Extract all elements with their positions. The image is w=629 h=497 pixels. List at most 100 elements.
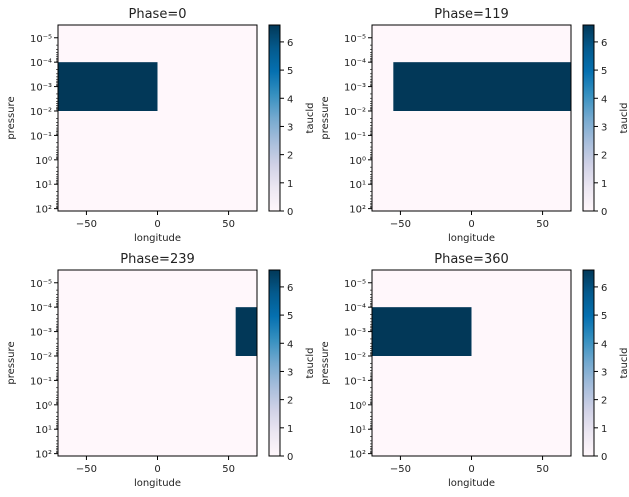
colorbar-tick-label: 5 [287, 66, 293, 77]
subplot-2: Phase=239−50 0 50longitude10⁻⁵10⁻⁴10⁻³10⁻²… [6, 252, 316, 489]
heatmap-background [372, 270, 571, 456]
colorbar-tick-label: 2 [287, 151, 293, 162]
y-tick-label: 10⁻¹ [344, 131, 366, 142]
colorbar-tick-label: 1 [601, 179, 607, 190]
y-axis-label: pressure [6, 341, 17, 384]
y-tick-label: 10¹ [349, 180, 366, 191]
colorbar-tick-label: 0 [601, 207, 607, 218]
y-tick-label: 10⁰ [35, 401, 52, 412]
colorbar-label: taucld [305, 347, 316, 378]
y-axis-label: pressure [320, 341, 331, 384]
subplot-title: Phase=119 [434, 7, 509, 22]
x-tick-label: 0 [154, 464, 160, 475]
y-tick-label: 10⁻³ [344, 328, 366, 339]
x-tick-label: 50 [536, 219, 549, 230]
y-tick-label: 10⁻¹ [30, 376, 52, 387]
x-tick-label: 50 [536, 464, 549, 475]
y-tick-label: 10⁻⁴ [344, 303, 366, 314]
colorbar-tick-label: 0 [287, 452, 293, 463]
heatmap-background [372, 25, 571, 211]
heatmap-cell [393, 62, 571, 111]
colorbar-tick-label: 6 [601, 283, 607, 294]
y-tick-label: 10¹ [35, 425, 52, 436]
subplot-title: Phase=360 [434, 252, 509, 267]
y-tick-label: 10⁻⁵ [344, 34, 366, 45]
heatmap-cell [235, 307, 257, 356]
y-tick-label: 10⁻⁴ [344, 58, 366, 69]
x-tick-label: −50 [76, 219, 97, 230]
x-tick-label: −50 [76, 464, 97, 475]
y-tick-label: 10² [349, 205, 366, 216]
subplot-0: Phase=0−50 0 50longitude10⁻⁵10⁻⁴10⁻³10⁻²10… [6, 7, 316, 244]
colorbar-label: taucld [619, 347, 629, 378]
x-tick-label: 50 [222, 219, 235, 230]
y-tick-label: 10⁰ [35, 156, 52, 167]
colorbar-tick-label: 4 [601, 339, 607, 350]
colorbar-tick-label: 5 [287, 311, 293, 322]
colorbar [268, 269, 281, 457]
y-tick-label: 10⁻² [30, 107, 52, 118]
colorbar-tick-label: 3 [601, 367, 607, 378]
y-tick-label: 10⁻³ [344, 83, 366, 94]
heatmap-background [58, 25, 257, 211]
y-tick-label: 10¹ [349, 425, 366, 436]
colorbar-tick-label: 4 [287, 339, 293, 350]
y-tick-label: 10⁰ [349, 401, 366, 412]
colorbar [582, 269, 595, 457]
colorbar-tick-label: 1 [601, 424, 607, 435]
x-axis-label: longitude [134, 233, 181, 244]
y-tick-label: 10⁰ [349, 156, 366, 167]
colorbar-tick-label: 3 [601, 122, 607, 133]
x-tick-label: 0 [468, 219, 474, 230]
y-tick-label: 10⁻⁵ [344, 279, 366, 290]
subplot-1: Phase=119−50 0 50longitude10⁻⁵10⁻⁴10⁻³10⁻²… [320, 7, 629, 244]
y-tick-label: 10⁻⁴ [30, 58, 52, 69]
y-tick-label: 10¹ [35, 180, 52, 191]
y-tick-label: 10⁻¹ [344, 376, 366, 387]
colorbar-tick-label: 0 [601, 452, 607, 463]
y-tick-label: 10⁻¹ [30, 131, 52, 142]
colorbar-tick-label: 6 [287, 283, 293, 294]
colorbar-label: taucld [619, 102, 629, 133]
heatmap-cell [58, 62, 158, 111]
y-tick-label: 10⁻³ [30, 83, 52, 94]
y-tick-label: 10⁻² [344, 352, 366, 363]
colorbar-tick-label: 2 [601, 396, 607, 407]
y-tick-label: 10⁻⁵ [30, 279, 52, 290]
colorbar-tick-label: 4 [601, 94, 607, 105]
y-tick-label: 10⁻² [344, 107, 366, 118]
colorbar-label: taucld [305, 102, 316, 133]
y-tick-label: 10⁻⁵ [30, 34, 52, 45]
y-axis-label: pressure [320, 96, 331, 139]
x-tick-label: 0 [468, 464, 474, 475]
colorbar [268, 24, 281, 212]
colorbar-tick-label: 3 [287, 367, 293, 378]
heatmap-background [58, 270, 257, 456]
colorbar-tick-label: 0 [287, 207, 293, 218]
y-tick-label: 10² [35, 205, 52, 216]
colorbar-tick-label: 4 [287, 94, 293, 105]
y-tick-label: 10⁻² [30, 352, 52, 363]
y-axis-label: pressure [6, 96, 17, 139]
colorbar-tick-label: 6 [287, 38, 293, 49]
colorbar-tick-label: 6 [601, 38, 607, 49]
x-tick-label: −50 [390, 464, 411, 475]
colorbar-tick-label: 5 [601, 66, 607, 77]
colorbar [582, 24, 595, 212]
subplot-title: Phase=0 [129, 7, 187, 22]
x-axis-label: longitude [448, 233, 495, 244]
heatmap-cell [372, 307, 472, 356]
colorbar-tick-label: 1 [287, 179, 293, 190]
colorbar-tick-label: 2 [601, 151, 607, 162]
colorbar-tick-label: 3 [287, 122, 293, 133]
subplot-3: Phase=360−50 0 50longitude10⁻⁵10⁻⁴10⁻³10⁻²… [320, 252, 629, 489]
x-axis-label: longitude [134, 478, 181, 489]
colorbar-tick-label: 1 [287, 424, 293, 435]
y-tick-label: 10² [35, 450, 52, 461]
colorbar-tick-label: 2 [287, 396, 293, 407]
x-tick-label: −50 [390, 219, 411, 230]
x-tick-label: 0 [154, 219, 160, 230]
x-axis-label: longitude [448, 478, 495, 489]
colorbar-tick-label: 5 [601, 311, 607, 322]
